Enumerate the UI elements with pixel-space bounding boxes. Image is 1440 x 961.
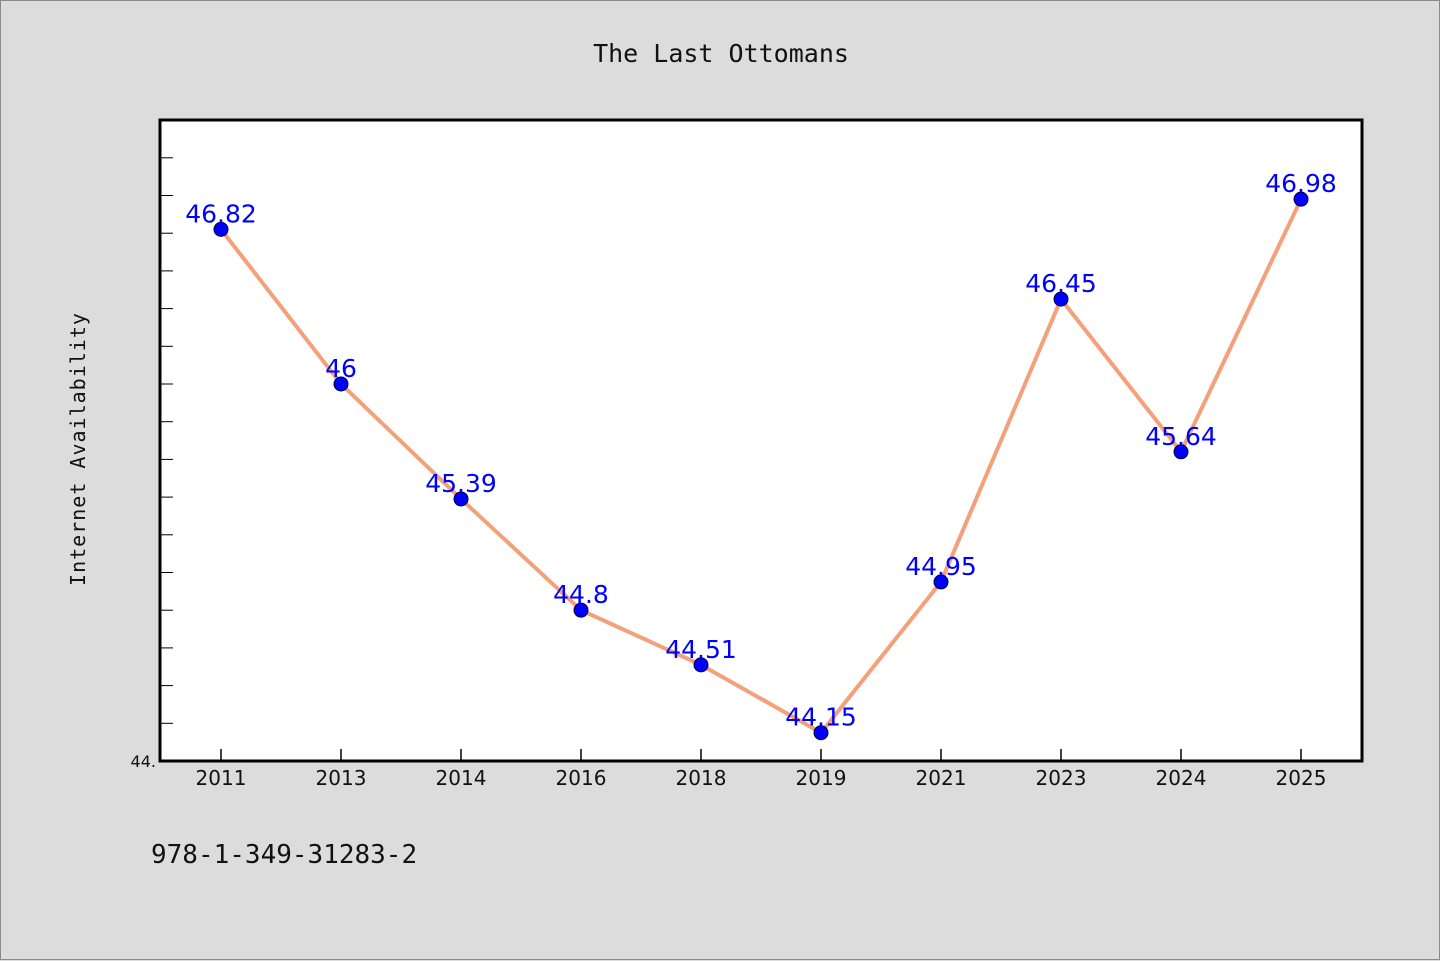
y-axis-ticks bbox=[160, 119, 173, 762]
x-tick-label-2023: 2023 bbox=[1036, 766, 1087, 790]
data-label-2014: 45.39 bbox=[425, 469, 497, 498]
y-tick-label: 44. bbox=[131, 752, 156, 771]
x-tick-label-2025: 2025 bbox=[1276, 766, 1327, 790]
data-point-2021 bbox=[933, 574, 949, 590]
x-axis-ticks bbox=[220, 749, 1302, 761]
series-line-group bbox=[219, 197, 1303, 735]
x-tick-label-2013: 2013 bbox=[316, 766, 367, 790]
x-axis-tick-labels: 2011 2013 2014 2016 2018 2019 2021 2023 2024 2025 bbox=[196, 766, 1327, 790]
data-point-2013 bbox=[333, 376, 349, 392]
data-point-2019 bbox=[813, 725, 829, 741]
y-axis-label: Internet Availability bbox=[66, 312, 90, 586]
data-point-2016 bbox=[573, 602, 589, 618]
data-label-2019: 44.15 bbox=[785, 703, 857, 732]
x-tick-label-2019: 2019 bbox=[796, 766, 847, 790]
data-label-2011: 46.82 bbox=[185, 199, 257, 228]
data-point-2014 bbox=[453, 491, 469, 507]
footer-isbn: 978-1-349-31283-2 bbox=[151, 840, 417, 870]
data-label-2021: 44.95 bbox=[905, 552, 977, 581]
chart-title: The Last Ottomans bbox=[593, 39, 849, 68]
plot-area bbox=[158, 118, 1364, 763]
x-tick-label-2024: 2024 bbox=[1156, 766, 1207, 790]
data-point-2023 bbox=[1053, 291, 1069, 307]
data-label-2016: 44.8 bbox=[553, 580, 609, 609]
data-label-2024: 45.64 bbox=[1145, 422, 1217, 451]
series-line bbox=[219, 197, 1303, 735]
x-tick-label-2014: 2014 bbox=[436, 766, 487, 790]
data-label-2025: 46.98 bbox=[1265, 169, 1337, 198]
data-label-2023: 46.45 bbox=[1025, 269, 1097, 298]
data-label-2013: 46 bbox=[325, 354, 357, 383]
x-tick-label-2021: 2021 bbox=[916, 766, 967, 790]
x-tick-label-2018: 2018 bbox=[676, 766, 727, 790]
x-tick-label-2011: 2011 bbox=[196, 766, 247, 790]
series-markers bbox=[213, 191, 1309, 741]
data-point-2011 bbox=[213, 221, 229, 237]
data-point-2018 bbox=[693, 657, 709, 673]
data-point-2024 bbox=[1173, 444, 1189, 460]
data-label-2018: 44.51 bbox=[665, 635, 737, 664]
data-labels: 46.82 46 45.39 44.8 44.51 44.15 44.95 46.45 45.6… bbox=[185, 169, 1337, 732]
x-tick-label-2016: 2016 bbox=[556, 766, 607, 790]
data-point-2025 bbox=[1293, 191, 1309, 207]
